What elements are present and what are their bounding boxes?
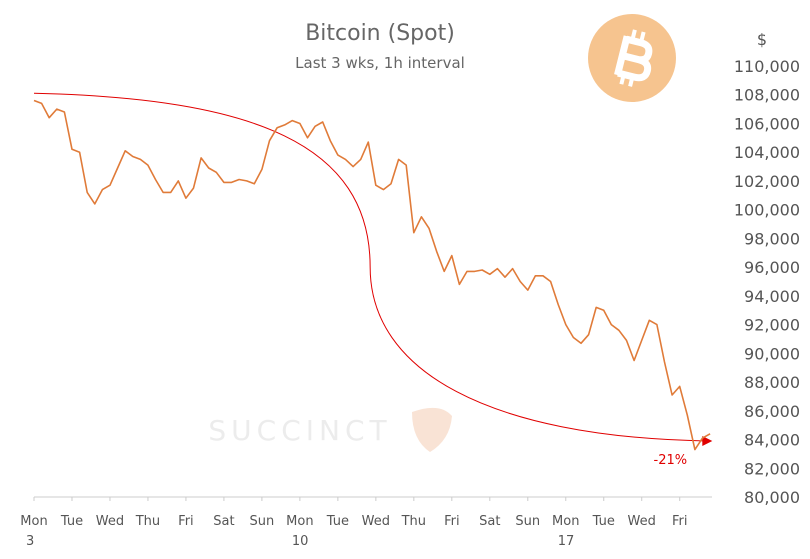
y-tick-label: 104,000 [734, 143, 800, 162]
y-tick-label: 108,000 [734, 86, 800, 105]
x-tick-label: Sat [479, 514, 500, 529]
annotation-curve [33, 92, 707, 442]
chart-subtitle: Last 3 wks, 1h interval [295, 54, 465, 72]
y-tick-label: 80,000 [744, 488, 800, 507]
x-tick-label: Sun [515, 514, 540, 529]
x-tick-label: Tue [326, 514, 349, 529]
y-tick-label: 102,000 [734, 172, 800, 191]
x-tick-label: Thu [135, 514, 160, 529]
x-tick-label: Tue [60, 514, 83, 529]
x-date-label: 3 [26, 534, 34, 549]
x-tick-label: Fri [178, 514, 194, 529]
x-tick-label: Sun [250, 514, 275, 529]
bitcoin-logo [588, 14, 676, 102]
x-tick-label: Mon [552, 514, 579, 529]
x-tick-label: Mon [286, 514, 313, 529]
y-tick-label: 92,000 [744, 316, 800, 335]
y-tick-label: 90,000 [744, 344, 800, 363]
x-tick-label: Fri [672, 514, 688, 529]
y-tick-label: 98,000 [744, 229, 800, 248]
y-tick-label: 88,000 [744, 373, 800, 392]
y-tick-label: 86,000 [744, 402, 800, 421]
watermark-text: SUCCINCT [208, 414, 391, 447]
annotation-label: -21% [654, 453, 688, 468]
y-tick-label: 110,000 [734, 57, 800, 76]
x-tick-label: Thu [401, 514, 426, 529]
x-tick-label: Sat [213, 514, 234, 529]
x-tick-label: Tue [592, 514, 615, 529]
x-date-label: 10 [292, 534, 309, 549]
x-tick-label: Fri [444, 514, 460, 529]
annotation-arrow [702, 435, 713, 446]
x-tick-label: Mon [20, 514, 47, 529]
y-tick-label: 82,000 [744, 459, 800, 478]
y-tick-label: 84,000 [744, 431, 800, 450]
x-date-label: 17 [558, 534, 575, 549]
y-tick-label: 94,000 [744, 287, 800, 306]
logo-glyph [614, 29, 653, 87]
y-tick-label: 106,000 [734, 114, 800, 133]
x-tick-label: Wed [96, 514, 124, 529]
watermark: SUCCINCT [208, 407, 452, 452]
y-tick-label: 100,000 [734, 201, 800, 220]
y-tick-label: 96,000 [744, 258, 800, 277]
x-tick-label: Wed [362, 514, 390, 529]
watermark-icon [412, 407, 452, 452]
chart-title: Bitcoin (Spot) [305, 21, 455, 46]
x-tick-label: Wed [628, 514, 656, 529]
price-line [33, 99, 711, 451]
y-unit-label: $ [757, 30, 767, 49]
